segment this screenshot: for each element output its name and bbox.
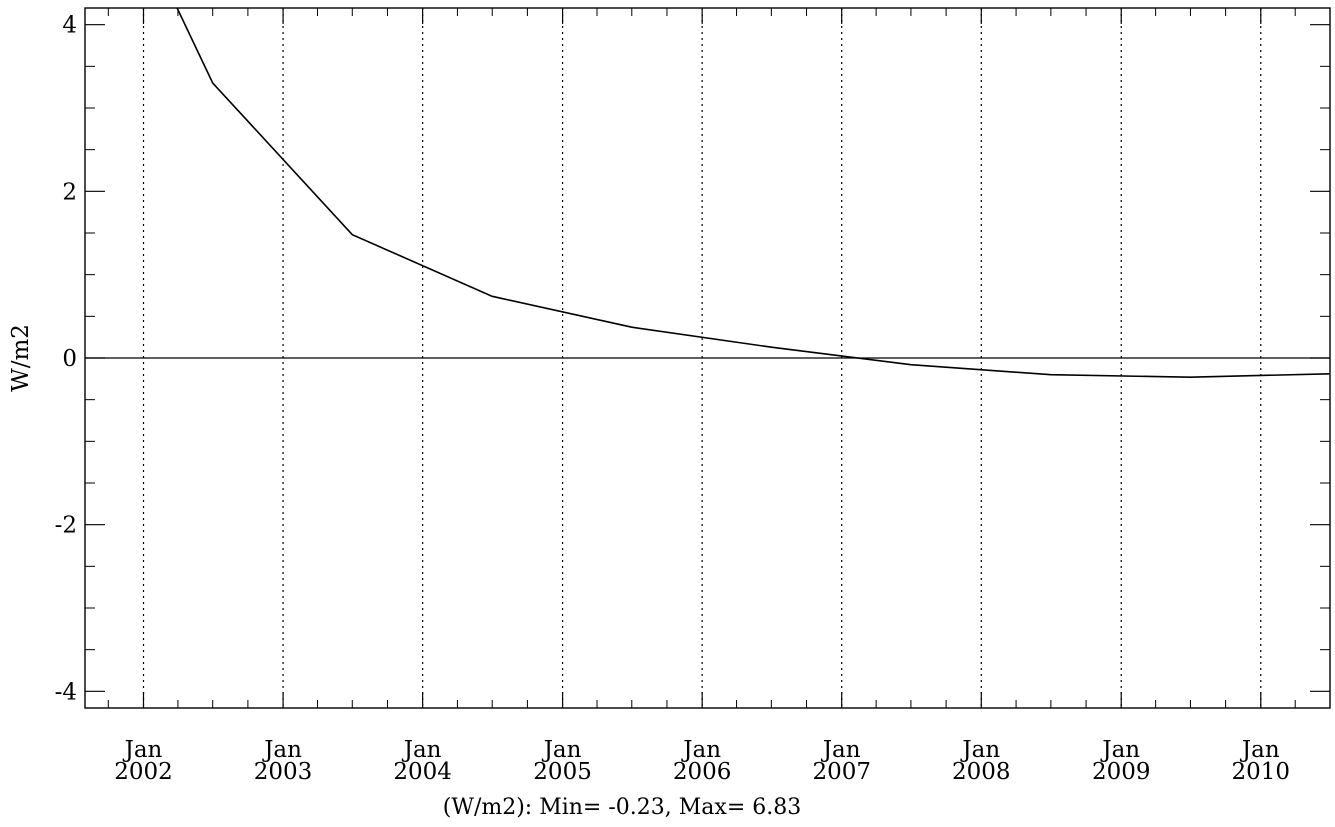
x-tick-year: 2009 — [1092, 759, 1151, 785]
x-tick-year: 2007 — [812, 759, 871, 785]
x-tick-month: Jan — [821, 737, 861, 763]
x-tick-year: 2008 — [952, 759, 1011, 785]
x-tick-year: 2004 — [393, 759, 452, 785]
x-tick-month: Jan — [681, 737, 721, 763]
y-tick-label: -2 — [55, 513, 77, 539]
x-tick-year: 2003 — [254, 759, 313, 785]
x-tick-labels: Jan2002Jan2003Jan2004Jan2005Jan2006Jan20… — [114, 737, 1290, 785]
summary-footer: (W/m2): Min= -0.23, Max= 6.83 — [443, 795, 801, 820]
x-tick-month: Jan — [123, 737, 163, 763]
x-tick-month: Jan — [542, 737, 582, 763]
y-tick-label: 0 — [62, 346, 77, 372]
x-tick-month: Jan — [262, 737, 302, 763]
x-tick-month: Jan — [402, 737, 442, 763]
x-tick-year: 2006 — [673, 759, 732, 785]
y-tick-label: -4 — [55, 679, 77, 705]
series-line — [176, 8, 1330, 379]
major-ticks — [85, 8, 1330, 708]
x-tick-year: 2002 — [114, 759, 173, 785]
minor-ticks — [85, 8, 1331, 708]
x-tick-year: 2010 — [1232, 759, 1291, 785]
plot-frame — [84, 7, 1331, 709]
y-tick-label: 2 — [62, 179, 77, 205]
x-tick-month: Jan — [1100, 737, 1140, 763]
x-tick-month: Jan — [1240, 737, 1280, 763]
y-tick-label: 4 — [62, 13, 77, 39]
y-axis-label: W/m2 — [8, 324, 34, 392]
x-tick-year: 2005 — [533, 759, 592, 785]
y-tick-labels: -4 -2 0 2 4 — [55, 13, 77, 706]
x-tick-month: Jan — [960, 737, 1000, 763]
